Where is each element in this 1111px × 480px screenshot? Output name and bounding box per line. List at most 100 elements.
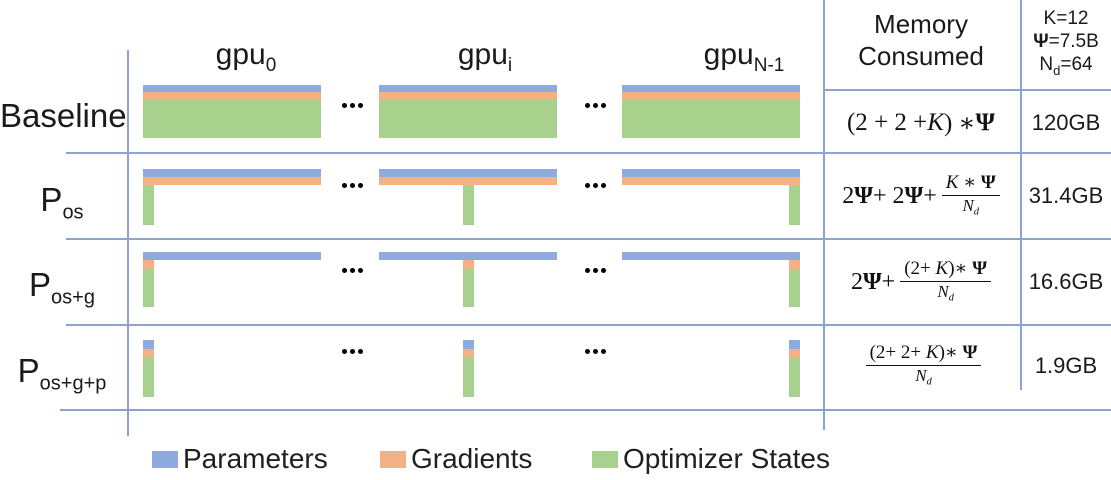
pos-g-gpun1-parameters-bar bbox=[622, 252, 800, 260]
row-label-pos-g-p: Pos+g+p bbox=[0, 352, 124, 396]
pos-g-p-gpu0-optimizer-states-bar bbox=[143, 357, 154, 397]
row-label-baseline-text: Baseline bbox=[0, 97, 127, 134]
divider-memory-column bbox=[823, 0, 825, 430]
ellipsis-dots bbox=[358, 268, 363, 273]
pos-gpui-optimizer-states-bar bbox=[463, 185, 474, 225]
gpu-column-header-0: gpu0 bbox=[216, 38, 277, 77]
row-label-pos: Pos bbox=[0, 181, 124, 225]
ellipsis-dots bbox=[593, 103, 598, 108]
baseline-gpu0-optimizer-states-bar bbox=[143, 100, 321, 138]
gpu0-label-sub: 0 bbox=[265, 55, 277, 76]
gpu-column-header-n1: gpuN-1 bbox=[704, 38, 785, 77]
divider-row-pos bbox=[66, 238, 1111, 240]
pos-g-p-gpu0-gradients-bar bbox=[143, 349, 154, 357]
row-label-pos-sub: os bbox=[62, 201, 84, 224]
pos-gpui-parameters-bar bbox=[379, 169, 557, 177]
legend-item-gradients: Gradients bbox=[380, 443, 532, 475]
ellipsis-dots bbox=[601, 103, 606, 108]
pos-gpu0-gradients-bar bbox=[143, 177, 321, 185]
ellipsis-dots bbox=[342, 183, 347, 188]
row-label-pos-g-text: P bbox=[29, 266, 52, 303]
pos-g-p-gpui-optimizer-states-bar bbox=[463, 357, 474, 397]
pos-g-p-gpui-parameters-bar bbox=[463, 340, 474, 349]
memory-consumed-header: Memory Consumed bbox=[825, 8, 1017, 72]
formula-fraction: (2+ 2+ K)∗ Ψ Nd bbox=[865, 342, 982, 388]
ellipsis-dots bbox=[593, 268, 598, 273]
pos-gpun1-optimizer-states-bar bbox=[789, 185, 800, 225]
ellipsis-dots bbox=[358, 103, 363, 108]
ellipsis-dots bbox=[593, 349, 598, 354]
legend-item-parameters: Parameters bbox=[152, 443, 328, 475]
pos-g-gpu0-parameters-bar bbox=[143, 252, 321, 260]
ellipsis-dots bbox=[342, 268, 347, 273]
pos-gpu0-optimizer-states-bar bbox=[143, 185, 154, 225]
gpun1-label-text: gpu bbox=[703, 38, 754, 71]
pos-gpu0-parameters-bar bbox=[143, 169, 321, 177]
row-label-pos-g-p-sub: os+g+p bbox=[39, 372, 107, 395]
pos-g-gpu0-optimizer-states-bar bbox=[143, 269, 154, 307]
memory-formula-row0: (2 + 2 + K) ∗ Ψ bbox=[846, 108, 996, 137]
divider-bottom bbox=[60, 409, 1111, 411]
memory-value-row1: 31.4GB bbox=[1028, 183, 1104, 208]
row-label-baseline: Baseline bbox=[0, 97, 127, 141]
baseline-gpui-parameters-bar bbox=[379, 85, 557, 92]
pos-g-gpu0-gradients-bar bbox=[143, 260, 154, 269]
memory-value-row2: 16.6GB bbox=[1028, 269, 1104, 294]
baseline-gpui-optimizer-states-bar bbox=[379, 100, 557, 138]
pos-gpui-gradients-bar bbox=[379, 177, 557, 185]
ellipsis-dots bbox=[585, 183, 590, 188]
ellipsis-dots bbox=[601, 268, 606, 273]
memory-value-row0: 120GB bbox=[1031, 109, 1101, 135]
baseline-gpun1-optimizer-states-bar bbox=[622, 100, 800, 138]
pos-g-p-gpun1-gradients-bar bbox=[789, 349, 800, 357]
pos-g-p-gpun1-parameters-bar bbox=[789, 340, 800, 349]
baseline-gpui-gradients-bar bbox=[379, 92, 557, 100]
legend-label-optimizer-states: Optimizer States bbox=[623, 443, 830, 474]
gpu-column-header-i: gpui bbox=[458, 38, 512, 77]
divider-row-baseline bbox=[66, 152, 1111, 154]
pos-g-p-gpun1-optimizer-states-bar bbox=[789, 357, 800, 397]
pos-g-gpui-gradients-bar bbox=[463, 260, 474, 269]
ellipsis-dots bbox=[350, 268, 355, 273]
pos-g-p-gpu0-parameters-bar bbox=[143, 340, 154, 349]
divider-row-pos-g bbox=[66, 324, 1111, 326]
baseline-gpun1-parameters-bar bbox=[622, 85, 800, 92]
memory-formula-row3: (2+ 2+ K)∗ Ψ Nd bbox=[825, 330, 1017, 402]
baseline-gpu0-parameters-bar bbox=[143, 85, 321, 92]
ellipsis-dots bbox=[585, 103, 590, 108]
memory-value-row3: 1.9GB bbox=[1034, 353, 1098, 378]
ellipsis-dots bbox=[358, 183, 363, 188]
ellipsis-dots bbox=[585, 268, 590, 273]
legend-swatch-parameters bbox=[152, 450, 178, 468]
gpu0-label-text: gpu bbox=[215, 38, 266, 71]
legend-label-parameters: Parameters bbox=[183, 443, 328, 474]
formula-fraction: (2+ K)∗ Ψ Nd bbox=[900, 258, 992, 304]
divider-memory-header bbox=[823, 89, 1111, 91]
baseline-gpu0-gradients-bar bbox=[143, 92, 321, 100]
pos-g-gpui-optimizer-states-bar bbox=[463, 269, 474, 307]
pos-g-gpun1-optimizer-states-bar bbox=[789, 269, 800, 307]
baseline-gpun1-gradients-bar bbox=[622, 92, 800, 100]
divider-left-axis bbox=[127, 50, 129, 436]
row-label-pos-text: P bbox=[40, 181, 63, 218]
pos-g-gpui-parameters-bar bbox=[379, 252, 557, 260]
ellipsis-dots bbox=[350, 103, 355, 108]
ellipsis-dots bbox=[601, 349, 606, 354]
legend-label-gradients: Gradients bbox=[411, 443, 533, 474]
ellipsis-dots bbox=[601, 183, 606, 188]
constant-nd: Nd=64 bbox=[1039, 54, 1093, 78]
divider-values-column bbox=[1020, 0, 1022, 390]
constant-psi: Ψ=7.5B bbox=[1033, 31, 1099, 52]
pos-gpun1-gradients-bar bbox=[622, 177, 800, 185]
memory-consumed-line1: Memory bbox=[874, 9, 968, 39]
ellipsis-dots bbox=[358, 349, 363, 354]
legend-item-optimizer-states: Optimizer States bbox=[592, 443, 830, 475]
constants-block: K=12 Ψ=7.5B Nd=64 bbox=[1021, 7, 1111, 82]
ellipsis-dots bbox=[585, 349, 590, 354]
ellipsis-dots bbox=[593, 183, 598, 188]
row-label-pos-g-p-text: P bbox=[17, 352, 40, 389]
constant-k: K=12 bbox=[1043, 8, 1089, 29]
gpun1-label-sub: N-1 bbox=[753, 55, 785, 76]
